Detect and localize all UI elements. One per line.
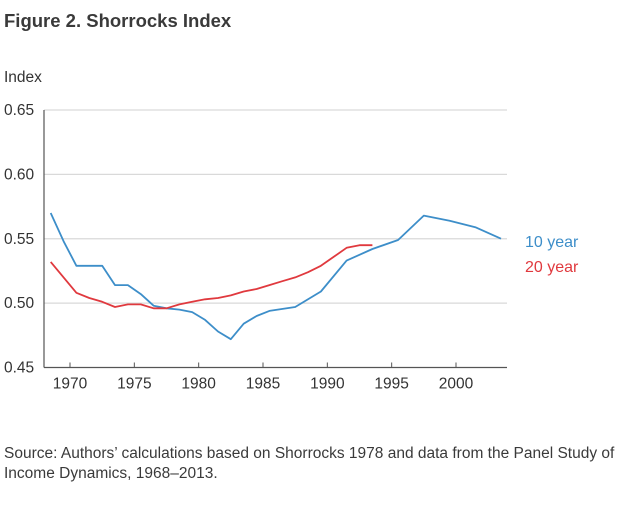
y-tick-label: 0.45 bbox=[4, 360, 34, 377]
x-tick-label: 1985 bbox=[246, 376, 280, 393]
chart-title: Figure 2. Shorrocks Index bbox=[4, 10, 232, 31]
x-tick-label: 1970 bbox=[53, 376, 88, 393]
x-tick-label: 1980 bbox=[181, 376, 216, 393]
x-axis-ticks: 1970 1975 1980 1985 1990 1995 2000 bbox=[53, 362, 474, 393]
x-tick-label: 1975 bbox=[117, 376, 151, 393]
legend: 10 year 20 year bbox=[525, 234, 579, 276]
legend-label-20-year: 20 year bbox=[525, 259, 579, 276]
series-line-20-year bbox=[50, 244, 373, 310]
y-tick-label: 0.60 bbox=[4, 166, 35, 183]
x-tick-label: 1995 bbox=[374, 376, 408, 393]
y-tick-label: 0.55 bbox=[4, 231, 34, 248]
line-chart: Index 0.450.500.550.600.65 1970 1975 1980 1… bbox=[4, 69, 579, 393]
x-tick-label: 2000 bbox=[439, 376, 474, 393]
series-lines bbox=[49, 212, 502, 341]
source-note: Source: Authors’ calculations based on S… bbox=[4, 445, 615, 482]
y-tick-label: 0.65 bbox=[4, 102, 34, 119]
gridlines bbox=[44, 109, 507, 304]
x-tick-label: 1990 bbox=[310, 376, 345, 393]
series-line-10-year bbox=[49, 212, 502, 341]
y-tick-label: 0.50 bbox=[4, 295, 35, 312]
y-axis-label: Index bbox=[4, 69, 42, 86]
y-axis-ticks: 0.45 0.50 0.55 0.60 0.65 bbox=[4, 102, 35, 377]
legend-label-10-year: 10 year bbox=[525, 234, 579, 251]
